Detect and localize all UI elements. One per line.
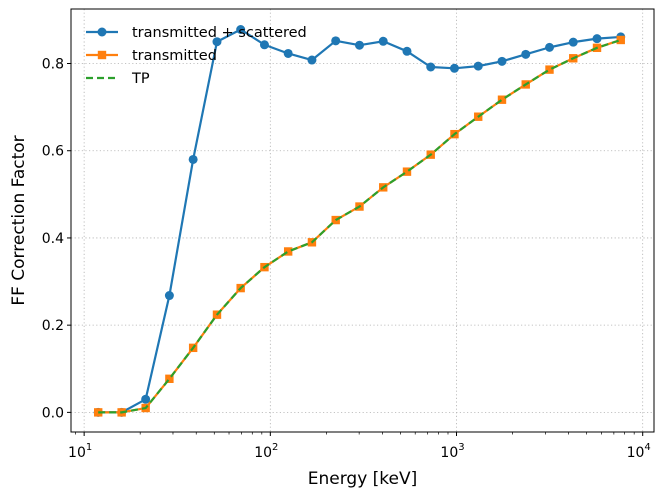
data-point — [307, 55, 317, 65]
data-point — [283, 48, 293, 58]
x-tick-label: 104 — [627, 442, 651, 461]
legend-label: transmitted + scattered — [132, 25, 307, 41]
data-point — [426, 62, 436, 72]
data-point — [616, 35, 625, 45]
legend-entry: transmitted + scattered — [86, 25, 307, 41]
data-point — [331, 36, 341, 46]
data-point — [545, 65, 554, 74]
data-point — [236, 24, 246, 34]
data-point — [283, 247, 293, 256]
y-tick-label: 0.6 — [42, 144, 64, 160]
data-point — [592, 34, 602, 44]
data-point — [188, 154, 198, 164]
data-point — [402, 46, 412, 56]
legend-swatch-marker — [97, 27, 107, 37]
y-tick-label: 0.0 — [42, 405, 64, 421]
data-point — [497, 56, 507, 66]
data-point — [521, 49, 531, 59]
series-tp — [98, 38, 622, 414]
series-layer — [93, 24, 626, 417]
data-point — [212, 37, 222, 47]
data-point — [544, 42, 554, 52]
x-tick-label: 103 — [440, 442, 464, 461]
data-point — [141, 394, 151, 404]
axis-ticks: 0.0 0.2 0.4 0.6 0.8 101 102 103 104 — [42, 57, 651, 461]
legend-label: TP — [131, 71, 150, 87]
data-point — [473, 61, 483, 71]
series-line — [98, 38, 622, 414]
data-point — [164, 291, 174, 301]
legend-swatch-marker — [97, 50, 107, 60]
x-axis-label: Energy [keV] — [308, 469, 418, 489]
y-tick-label: 0.2 — [42, 318, 64, 334]
plot-frame — [70, 8, 655, 433]
y-tick-label: 0.4 — [42, 231, 64, 247]
data-point — [402, 167, 412, 176]
data-point — [497, 95, 507, 104]
data-point — [94, 408, 103, 417]
legend-entry: transmitted — [86, 48, 217, 64]
data-point — [449, 63, 459, 73]
y-axis-label: FF Correction Factor — [9, 135, 29, 305]
data-point — [378, 36, 388, 46]
data-point — [568, 37, 578, 47]
legend-entry: TP — [86, 71, 150, 87]
x-tick-label: 101 — [68, 442, 92, 461]
data-point — [165, 374, 174, 383]
y-tick-label: 0.8 — [42, 57, 64, 73]
legend: transmitted + scattered transmitted TP — [86, 25, 307, 87]
x-tick-label: 102 — [254, 442, 278, 461]
legend-label: transmitted — [132, 48, 217, 64]
data-point — [354, 40, 364, 50]
data-point — [259, 40, 269, 50]
